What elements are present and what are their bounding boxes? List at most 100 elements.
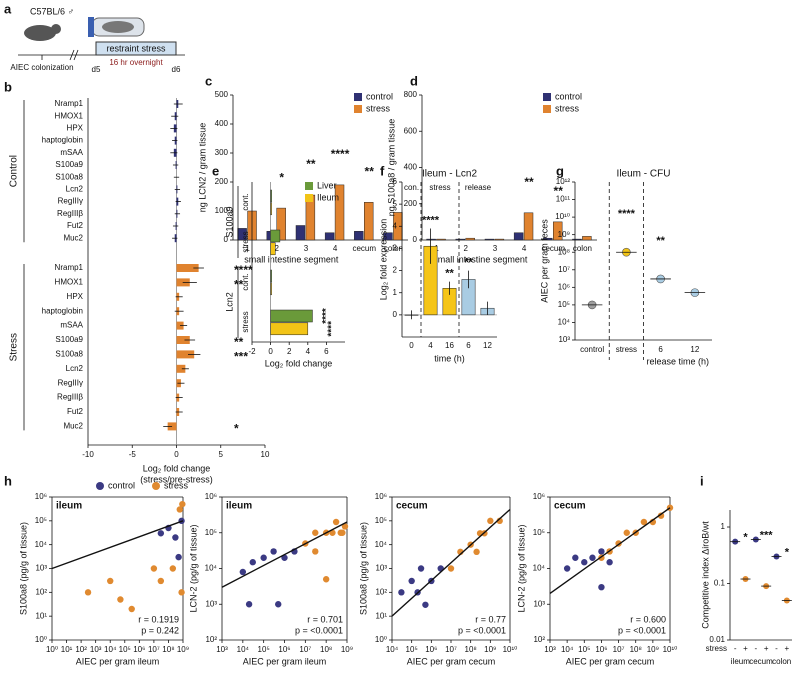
x-tick-label: 0 bbox=[174, 450, 179, 459]
point bbox=[332, 518, 340, 526]
x-tick-label: 6 bbox=[324, 347, 329, 356]
y-tick-label: 10¹ bbox=[375, 611, 387, 620]
y-axis-label: LCN-2 (pg/g of tissue) bbox=[516, 524, 526, 612]
legend-label: control bbox=[366, 91, 393, 101]
y-tick-label: 600 bbox=[404, 126, 418, 135]
panel-label: b bbox=[4, 79, 12, 94]
x-tick-label: 2 bbox=[464, 244, 469, 253]
point bbox=[417, 565, 425, 572]
chart-title: Ileum - CFU bbox=[617, 169, 671, 180]
category-label: RegIIIγ bbox=[58, 378, 83, 387]
significance: ** bbox=[234, 278, 244, 292]
y-tick-label: 10⁶ bbox=[558, 282, 570, 291]
panel-label: h bbox=[4, 473, 12, 488]
legend-marker bbox=[354, 105, 362, 113]
x-tick-label: 0 bbox=[268, 347, 273, 356]
category-label: S100a9 bbox=[55, 160, 83, 169]
x-tick-label: 10⁵ bbox=[406, 645, 418, 654]
x-tick-label: 1 bbox=[245, 244, 250, 253]
y-tick-label: 300 bbox=[215, 148, 229, 157]
y-tick-label: 10⁵ bbox=[205, 528, 217, 537]
x-tick-label: 10⁷ bbox=[148, 645, 160, 654]
category-label: HMOX1 bbox=[55, 278, 84, 287]
stress-box bbox=[95, 41, 177, 56]
y-tick-label: 10¹¹ bbox=[556, 195, 571, 204]
stat-p: p = 0.242 bbox=[141, 625, 179, 635]
significance: ** bbox=[306, 157, 316, 171]
x-tick-label: 6 bbox=[466, 341, 471, 350]
y-tick-label: 10⁶ bbox=[533, 492, 545, 501]
x-tick-label: 10⁹ bbox=[484, 645, 496, 654]
significance: ** bbox=[524, 175, 534, 189]
bar bbox=[334, 184, 345, 241]
legend-marker bbox=[354, 93, 362, 101]
significance: * bbox=[279, 170, 284, 184]
y-tick-label: 10⁴ bbox=[375, 540, 388, 549]
y-tick-label: 10³ bbox=[375, 564, 387, 573]
panel-label: c bbox=[205, 73, 212, 88]
timeline-break bbox=[73, 49, 79, 61]
bar bbox=[494, 238, 505, 241]
x-tick-label: 10⁸ bbox=[465, 645, 477, 654]
row-label: stress bbox=[241, 311, 250, 332]
y-tick-label: 4 bbox=[393, 221, 398, 230]
category-label: HMOX1 bbox=[55, 111, 84, 120]
significance: ** bbox=[554, 184, 564, 198]
x-tick-label: 4 bbox=[306, 347, 311, 356]
bar bbox=[572, 238, 582, 241]
bar bbox=[270, 269, 272, 283]
category-label: Nramp1 bbox=[55, 263, 84, 272]
x-tick-label: 10¹⁰ bbox=[663, 645, 678, 654]
significance: ** bbox=[365, 164, 375, 178]
point bbox=[581, 559, 588, 566]
legend-label: stress bbox=[555, 103, 580, 113]
legend-label: control bbox=[555, 91, 582, 101]
significance: * bbox=[743, 532, 748, 544]
mouse-icon bbox=[24, 25, 56, 41]
y-tick-label: 10⁵ bbox=[533, 528, 545, 537]
point bbox=[239, 568, 247, 576]
legend-label: Ileum bbox=[317, 192, 339, 202]
y-tick-label: 10⁸ bbox=[558, 247, 570, 256]
x-tick-label: colon bbox=[384, 244, 403, 253]
x-tick-label: colon bbox=[573, 244, 592, 253]
y-axis-label: S100a8 (pg/g of tissue) bbox=[358, 522, 368, 615]
x-axis-label: AIEC per gram ileum bbox=[76, 656, 160, 666]
category-label: S100a8 bbox=[55, 172, 83, 181]
panel-label: f bbox=[380, 163, 385, 178]
category-label: S100a9 bbox=[55, 335, 83, 344]
fit-line bbox=[221, 521, 348, 588]
y-axis-label: S100a8 (pg/g of tissue) bbox=[18, 522, 28, 615]
x-tick-label: 6 bbox=[658, 345, 663, 354]
x-axis-label: small intestine segment bbox=[433, 254, 528, 264]
stress-sign: + bbox=[764, 644, 769, 653]
fit-line bbox=[391, 508, 511, 617]
y-tick-label: 10⁴ bbox=[205, 564, 218, 573]
bar bbox=[176, 336, 190, 344]
y-axis-label: ng LCN2 / gram tissue bbox=[197, 123, 207, 213]
point bbox=[175, 553, 182, 561]
panel-label: e bbox=[212, 163, 219, 178]
day-label: d6 bbox=[172, 65, 181, 74]
point bbox=[312, 548, 319, 555]
significance: **** bbox=[618, 208, 636, 220]
x-tick-label: colon bbox=[772, 657, 791, 666]
point bbox=[275, 601, 282, 608]
y-tick-label: 10¹⁰ bbox=[555, 212, 570, 221]
point bbox=[422, 601, 429, 608]
category-label: Muc2 bbox=[63, 233, 83, 242]
point bbox=[341, 523, 349, 530]
legend-label: stress bbox=[164, 480, 189, 490]
y-tick-label: 3 bbox=[393, 244, 398, 253]
group-label: Stress bbox=[9, 333, 20, 361]
x-tick-label: 10³ bbox=[216, 645, 228, 654]
y-tick-label: 5 bbox=[393, 199, 398, 208]
bar bbox=[364, 202, 374, 241]
x-tick-label: control bbox=[580, 345, 604, 354]
x-tick-label: 3 bbox=[493, 244, 498, 253]
y-tick-label: 100 bbox=[215, 206, 229, 215]
x-tick-label: cecum bbox=[541, 244, 565, 253]
x-tick-label: 10⁵ bbox=[258, 645, 270, 654]
x-tick-label: 10⁶ bbox=[595, 645, 607, 654]
y-tick-label: 6 bbox=[393, 177, 398, 186]
